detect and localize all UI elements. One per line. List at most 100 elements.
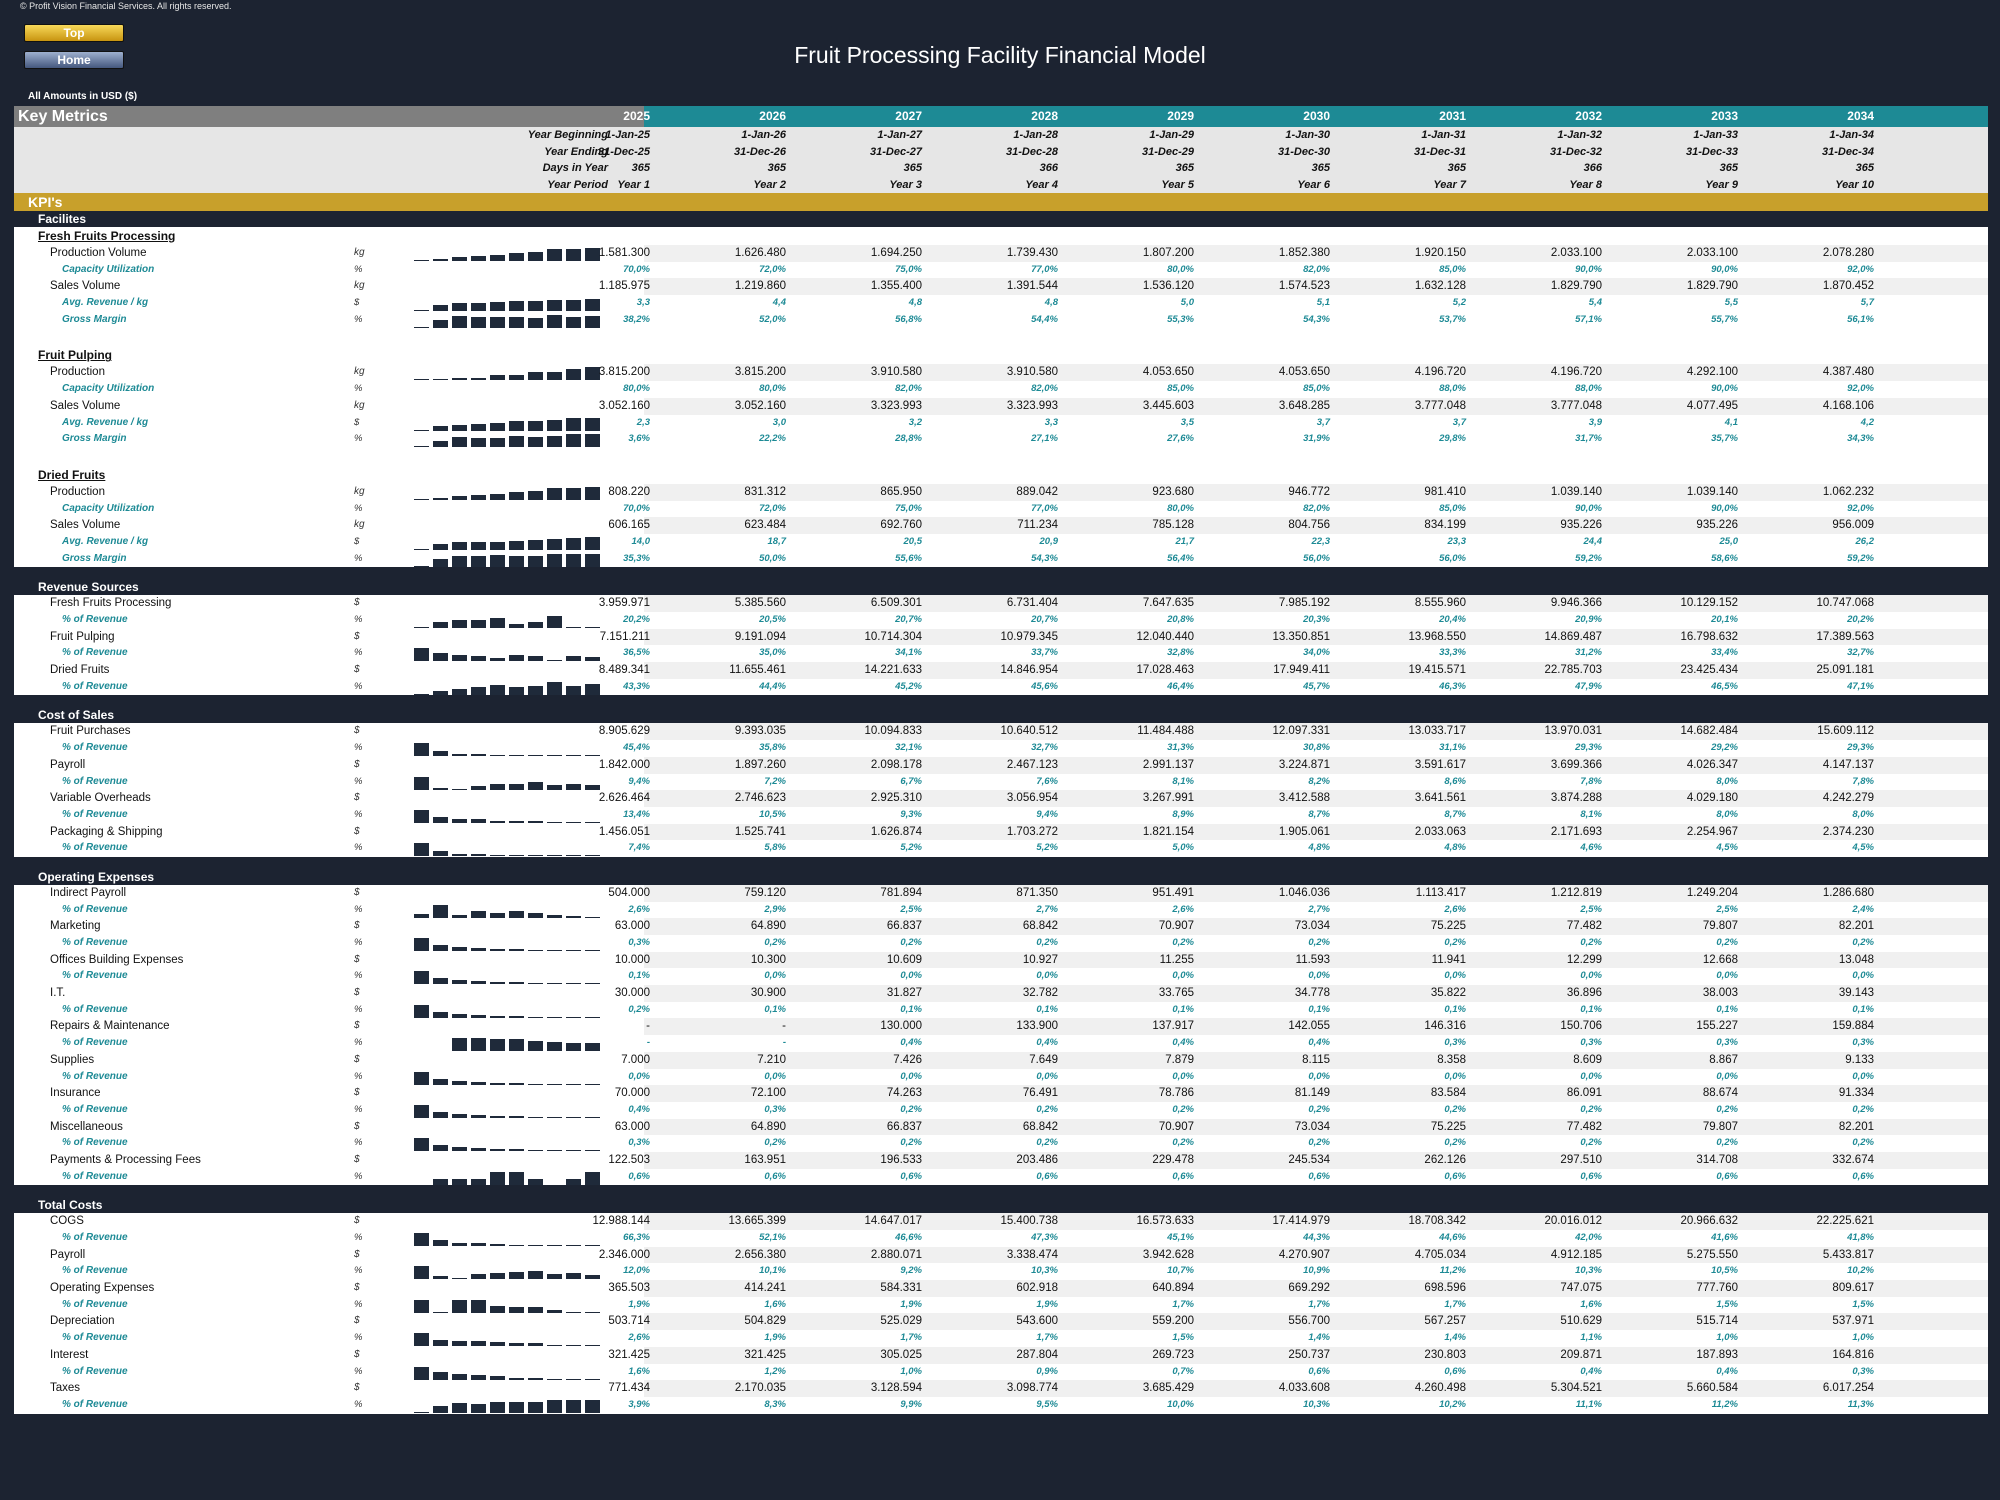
value-cell: - — [782, 1037, 786, 1049]
section-block: COGS $12.988.144 13.665.399 14.647.017 15.40… — [14, 1213, 1988, 1414]
value-cell: 4.242.279 — [1822, 792, 1874, 805]
sparkline-bar — [528, 1401, 543, 1413]
value-cell: 29,3% — [1575, 742, 1602, 754]
value-cell: 10.609 — [886, 953, 922, 966]
value-cell: 75,0% — [895, 502, 922, 514]
sparkline-chart — [414, 1170, 624, 1185]
value-cell: 808.220 — [608, 485, 650, 498]
metric-row: Interest $321.425 321.425 305.025 287.804 269… — [14, 1346, 1988, 1364]
sparkline-bar — [509, 855, 524, 857]
value-cell: 3,6% — [628, 433, 650, 445]
home-button[interactable]: Home — [24, 51, 124, 69]
value-cell: 1.525.741 — [734, 825, 786, 838]
sparkline-bar — [585, 553, 600, 567]
sparkline-chart — [414, 296, 624, 312]
value-cell: 32,7% — [1847, 647, 1874, 659]
value-cell: 10,3% — [1575, 1265, 1602, 1277]
row-label: Production Volume — [50, 247, 147, 259]
sparkline-bar — [452, 688, 467, 695]
ratio-row: % of Revenue% 2,6% 2,9% 2,5% 2,7% 2,6% 2,7% 2,6… — [14, 902, 1988, 919]
value-cell: 31,9% — [1303, 433, 1330, 445]
value-cell: 0,2% — [1444, 1137, 1466, 1149]
sparkline-bar — [490, 1149, 505, 1152]
ratio-row: % of Revenue% 0,6% 0,6% 0,6% 0,6% 0,6% 0,6% 0,6… — [14, 1169, 1988, 1186]
sparkline-bar — [452, 754, 467, 757]
value-cell: 1.113.417 — [1415, 886, 1466, 899]
metric-row: Taxes $771.434 2.170.035 3.128.594 3.098.774… — [14, 1380, 1988, 1397]
value-cell: 606.165 — [608, 519, 650, 532]
value-cell: 45,1% — [1167, 1232, 1194, 1243]
metric-row: Production Volume kg 1.581.300 1.626.480 1.6… — [14, 245, 1988, 262]
sparkline-bar — [414, 913, 429, 918]
value-cell: 0,2% — [1716, 1103, 1738, 1115]
value-cell: 0,6% — [1444, 1170, 1466, 1182]
sparkline-bar — [585, 1150, 600, 1152]
row-label: % of Revenue — [62, 808, 128, 820]
value-cell: 12.299 — [1566, 953, 1602, 966]
ratio-row: % of Revenue% 45,4% 35,8% 32,1% 32,7% 31,3% 30… — [14, 740, 1988, 757]
value-cell: - — [646, 1037, 650, 1049]
sparkline-bar — [490, 783, 505, 790]
top-button[interactable]: Top — [24, 24, 124, 42]
ratio-row: Avg. Revenue / kg $3,3 4,4 4,8 4,8 5,0 5,1 5,2 5… — [14, 295, 1988, 312]
period-info-cell: 31-Dec-28 — [1006, 145, 1058, 158]
value-cell: 54,4% — [1031, 313, 1058, 325]
unit-label: $ — [354, 535, 360, 547]
unit-label: kg — [354, 519, 365, 531]
ratio-row: % of Revenue% 1,6% 1,2% 1,0% 0,9% 0,7% 0,6% 0,6… — [14, 1364, 1988, 1381]
sparkline-bar — [585, 1171, 600, 1185]
value-cell: 2.033.063 — [1414, 825, 1466, 838]
value-cell: 759.120 — [744, 886, 786, 899]
value-cell: 4.260.498 — [1414, 1382, 1466, 1395]
period-info-label: Year Ending — [544, 145, 608, 158]
value-cell: 33,4% — [1711, 647, 1738, 659]
value-cell: 4.292.100 — [1686, 366, 1738, 379]
value-cell: 35,0% — [759, 647, 786, 659]
value-cell: 90,0% — [1711, 383, 1738, 395]
value-cell: 66.837 — [886, 1120, 922, 1133]
section-gap — [14, 1185, 1988, 1198]
value-cell: 0,2% — [900, 1103, 922, 1115]
sparkline-bar — [528, 983, 543, 985]
sparkline-bar — [528, 1271, 543, 1280]
period-info-cell: 31-Dec-34 — [1822, 145, 1874, 158]
value-cell: 11.484.488 — [1137, 725, 1194, 738]
ratio-row: % of Revenue% 0,1% 0,0% 0,0% 0,0% 0,0% 0,0% 0,0… — [14, 968, 1988, 985]
unit-label: $ — [354, 1087, 360, 1099]
sparkline-bar — [452, 1147, 467, 1152]
value-cell: 1.694.250 — [870, 247, 922, 259]
value-cell: 9,5% — [1036, 1398, 1058, 1410]
value-cell: 11,3% — [1847, 1398, 1874, 1410]
value-cell: 3.942.628 — [1142, 1248, 1194, 1261]
value-cell: 0,6% — [628, 1170, 650, 1182]
value-cell: 8,9% — [1172, 808, 1194, 820]
ratio-row: % of Revenue% 9,4% 7,2% 6,7% 7,6% 8,1% 8,2% 8,6… — [14, 774, 1988, 791]
sparkline-bar — [452, 818, 467, 823]
value-cell: 0,4% — [1036, 1037, 1058, 1049]
value-cell: 3.128.594 — [870, 1382, 922, 1395]
unit-label: $ — [354, 953, 360, 965]
period-info-cell: Year 4 — [1025, 178, 1058, 191]
sparkline-bar — [585, 950, 600, 951]
value-cell: 2.098.178 — [870, 758, 922, 771]
sparkline-bar — [528, 1343, 543, 1347]
sparkline-chart — [414, 1298, 624, 1313]
value-cell: 77,0% — [1031, 263, 1058, 275]
row-label: % of Revenue — [62, 937, 128, 948]
sparkline-bar — [433, 379, 448, 381]
sparkline-bar — [566, 249, 581, 261]
metric-row: Payroll $2.346.000 2.656.380 2.880.071 3.338… — [14, 1246, 1988, 1264]
sparkline-bar — [547, 249, 562, 261]
value-cell: 45,4% — [623, 742, 650, 754]
value-cell: 25.091.181 — [1816, 664, 1874, 677]
value-cell: 33,7% — [1031, 647, 1058, 659]
period-info-cell: 1-Jan-27 — [877, 129, 922, 141]
sparkline-bar — [585, 1083, 600, 1085]
value-cell: 8,2% — [1308, 775, 1330, 787]
sparkline-bar — [414, 565, 429, 567]
row-label: Indirect Payroll — [50, 886, 127, 899]
sparkline-bar — [414, 938, 429, 951]
unit-label: % — [354, 1003, 363, 1015]
value-cell: 63.000 — [614, 920, 650, 933]
sparkline-bar — [528, 301, 543, 312]
